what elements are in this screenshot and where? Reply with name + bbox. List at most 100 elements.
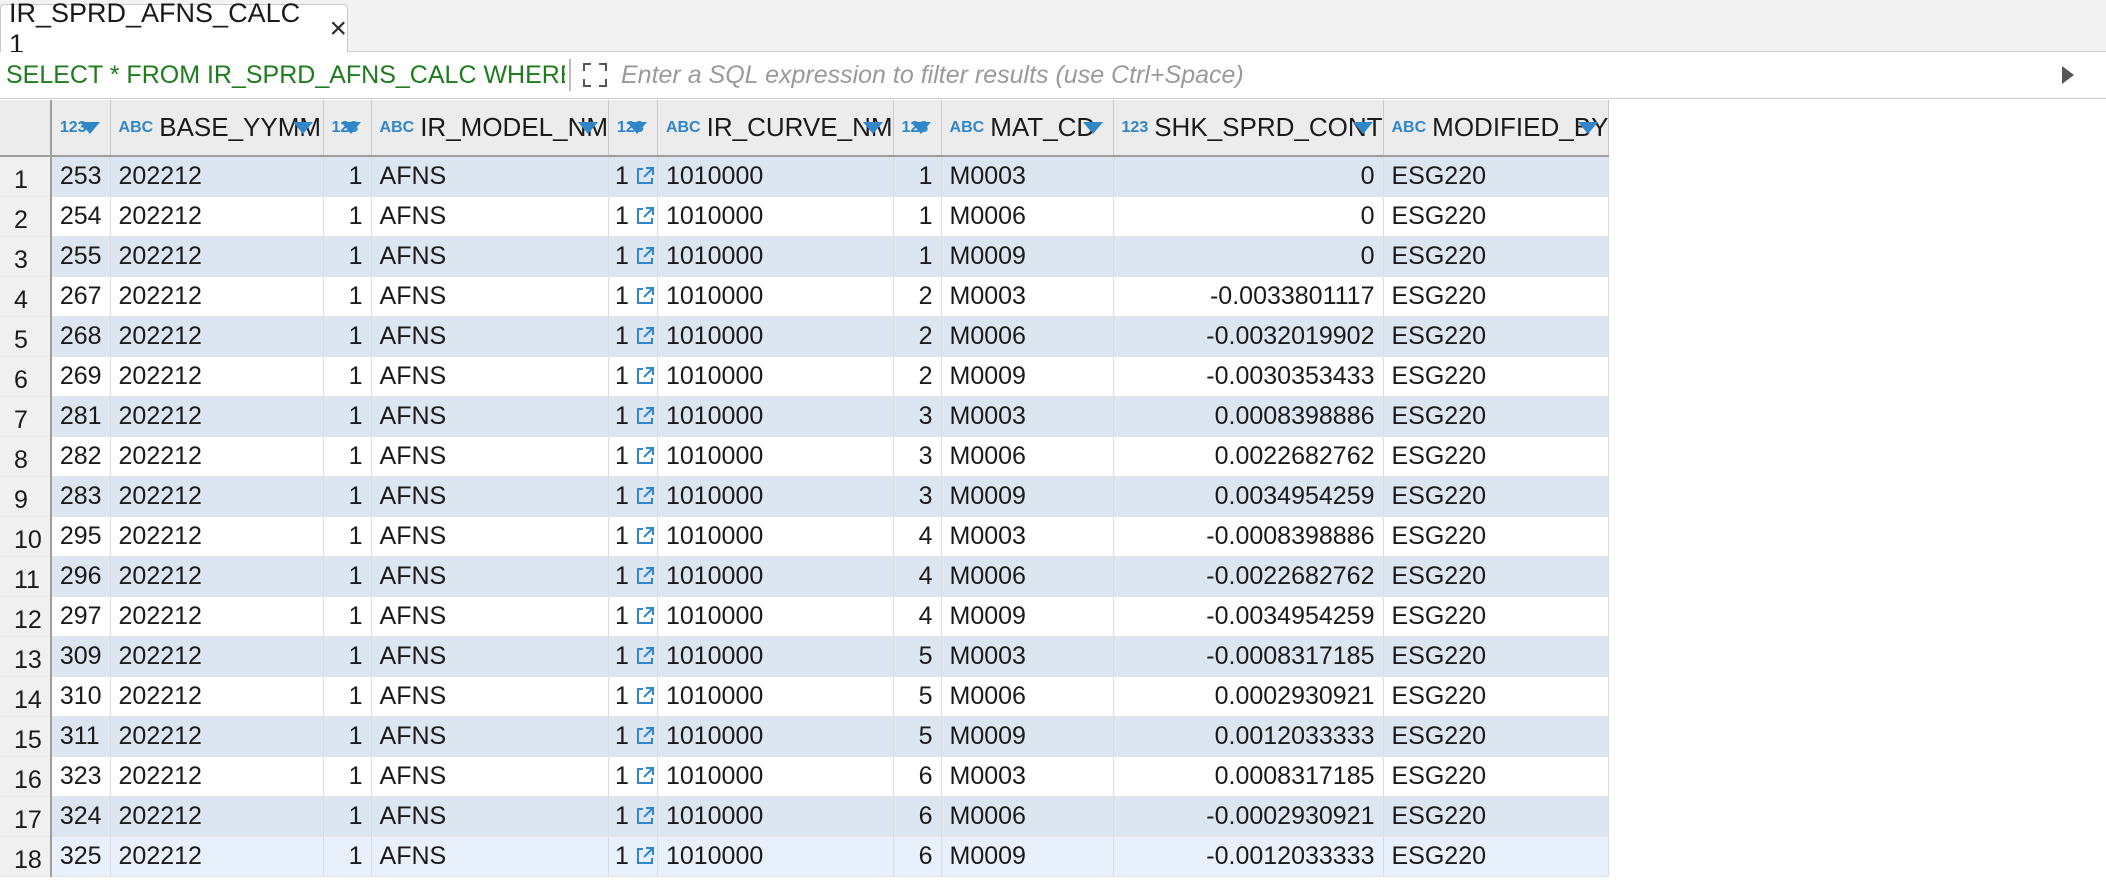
table-row[interactable]: 18 325 202212 1 AFNS 1 1010000 6 M0009 -0.0012033… [0,836,1610,877]
table-cell[interactable]: 202212 [110,436,324,477]
column-header[interactable]: 123 [608,100,658,157]
column-header[interactable]: 123 [893,100,942,157]
table-cell[interactable]: 1010000 [657,796,894,837]
column-header[interactable]: 123 [323,100,372,157]
table-cell[interactable]: 5 [893,636,942,677]
table-cell[interactable]: 1 [608,636,658,677]
table-cell[interactable]: 202212 [110,796,324,837]
table-cell[interactable]: ESG220 [1383,236,1610,277]
table-cell[interactable]: 202212 [110,676,324,717]
table-cell[interactable]: 1 [608,676,658,717]
table-cell[interactable]: 1010000 [657,236,894,277]
table-cell[interactable]: 0.0002930921 [1113,676,1384,717]
table-cell[interactable]: 324 [50,796,111,837]
table-cell[interactable]: 310 [50,676,111,717]
table-cell[interactable]: 1 [608,756,658,797]
open-link-icon[interactable] [635,206,655,226]
table-cell[interactable]: 202212 [110,556,324,597]
table-cell[interactable]: 267 [50,276,111,317]
open-link-icon[interactable] [635,486,655,506]
table-cell[interactable]: 0.0012033333 [1113,716,1384,757]
column-header[interactable]: ABC MODIFIED_BY [1383,100,1610,157]
table-cell[interactable]: 1010000 [657,556,894,597]
table-cell[interactable]: 202212 [110,236,324,277]
table-cell[interactable]: 0 [1113,196,1384,237]
sort-filter-icon[interactable] [340,121,361,134]
table-cell[interactable]: 1 [608,716,658,757]
table-cell[interactable]: 0.0008398886 [1113,396,1384,437]
table-cell[interactable]: 2 [893,356,942,397]
table-cell[interactable]: 3 [893,436,942,477]
table-cell[interactable]: AFNS [371,436,610,477]
table-cell[interactable]: AFNS [371,676,610,717]
open-link-icon[interactable] [635,846,655,866]
open-link-icon[interactable] [635,286,655,306]
sort-filter-icon[interactable] [578,121,599,134]
table-cell[interactable]: M0006 [941,436,1114,477]
table-cell[interactable]: M0003 [941,756,1114,797]
table-cell[interactable]: 1010000 [657,756,894,797]
table-cell[interactable]: M0006 [941,316,1114,357]
column-header[interactable]: ABC IR_CURVE_NM [657,100,894,157]
table-row[interactable]: 7 281 202212 1 AFNS 1 1010000 3 M0003 0.000839888… [0,396,1610,437]
table-cell[interactable]: M0003 [941,516,1114,557]
table-cell[interactable]: AFNS [371,316,610,357]
table-cell[interactable]: 1010000 [657,476,894,517]
table-cell[interactable]: 296 [50,556,111,597]
table-cell[interactable]: 1 [608,356,658,397]
table-row[interactable]: 4 267 202212 1 AFNS 1 1010000 2 M0003 -0.00338011… [0,276,1610,317]
table-cell[interactable]: M0003 [941,396,1114,437]
table-cell[interactable]: 325 [50,836,111,877]
table-cell[interactable]: 1 [323,436,372,477]
apply-filter-icon[interactable] [2048,64,2088,86]
open-link-icon[interactable] [635,726,655,746]
table-cell[interactable]: ESG220 [1383,356,1610,397]
table-cell[interactable]: ESG220 [1383,436,1610,477]
close-icon[interactable]: × [329,11,347,45]
table-cell[interactable]: 1 [608,276,658,317]
column-header[interactable]: ABC MAT_CD [941,100,1114,157]
table-cell[interactable]: 202212 [110,276,324,317]
table-cell[interactable]: AFNS [371,196,610,237]
table-cell[interactable]: 1 [323,836,372,877]
table-cell[interactable]: ESG220 [1383,556,1610,597]
table-cell[interactable]: 1 [893,156,942,197]
sort-filter-icon[interactable] [292,121,313,134]
sort-filter-icon[interactable] [1578,121,1599,134]
table-cell[interactable]: ESG220 [1383,516,1610,557]
table-cell[interactable]: 202212 [110,716,324,757]
open-link-icon[interactable] [635,246,655,266]
table-cell[interactable]: AFNS [371,276,610,317]
table-cell[interactable]: 1010000 [657,636,894,677]
table-cell[interactable]: 1010000 [657,716,894,757]
table-cell[interactable]: 6 [893,836,942,877]
table-cell[interactable]: 1010000 [657,196,894,237]
table-row[interactable]: 15 311 202212 1 AFNS 1 1010000 5 M0009 0.00120333… [0,716,1610,757]
table-cell[interactable]: 0.0034954259 [1113,476,1384,517]
open-link-icon[interactable] [635,526,655,546]
table-cell[interactable]: 202212 [110,636,324,677]
sort-filter-icon[interactable] [79,121,100,134]
table-cell[interactable]: 1 [323,676,372,717]
table-cell[interactable]: 1 [608,476,658,517]
table-cell[interactable]: 202212 [110,516,324,557]
sort-filter-icon[interactable] [1082,121,1103,134]
table-cell[interactable]: 1 [323,356,372,397]
table-cell[interactable]: M0003 [941,156,1114,197]
table-cell[interactable]: -0.0030353433 [1113,356,1384,397]
table-cell[interactable]: 202212 [110,356,324,397]
table-cell[interactable]: 309 [50,636,111,677]
table-cell[interactable]: 323 [50,756,111,797]
filter-input[interactable] [615,59,2048,91]
table-cell[interactable]: 6 [893,756,942,797]
open-link-icon[interactable] [635,766,655,786]
table-cell[interactable]: AFNS [371,716,610,757]
table-cell[interactable]: 1 [323,156,372,197]
open-link-icon[interactable] [635,446,655,466]
table-cell[interactable]: 1 [608,396,658,437]
table-cell[interactable]: 202212 [110,156,324,197]
table-cell[interactable]: 1 [323,756,372,797]
table-cell[interactable]: 255 [50,236,111,277]
table-cell[interactable]: 1010000 [657,676,894,717]
table-cell[interactable]: 1 [323,196,372,237]
